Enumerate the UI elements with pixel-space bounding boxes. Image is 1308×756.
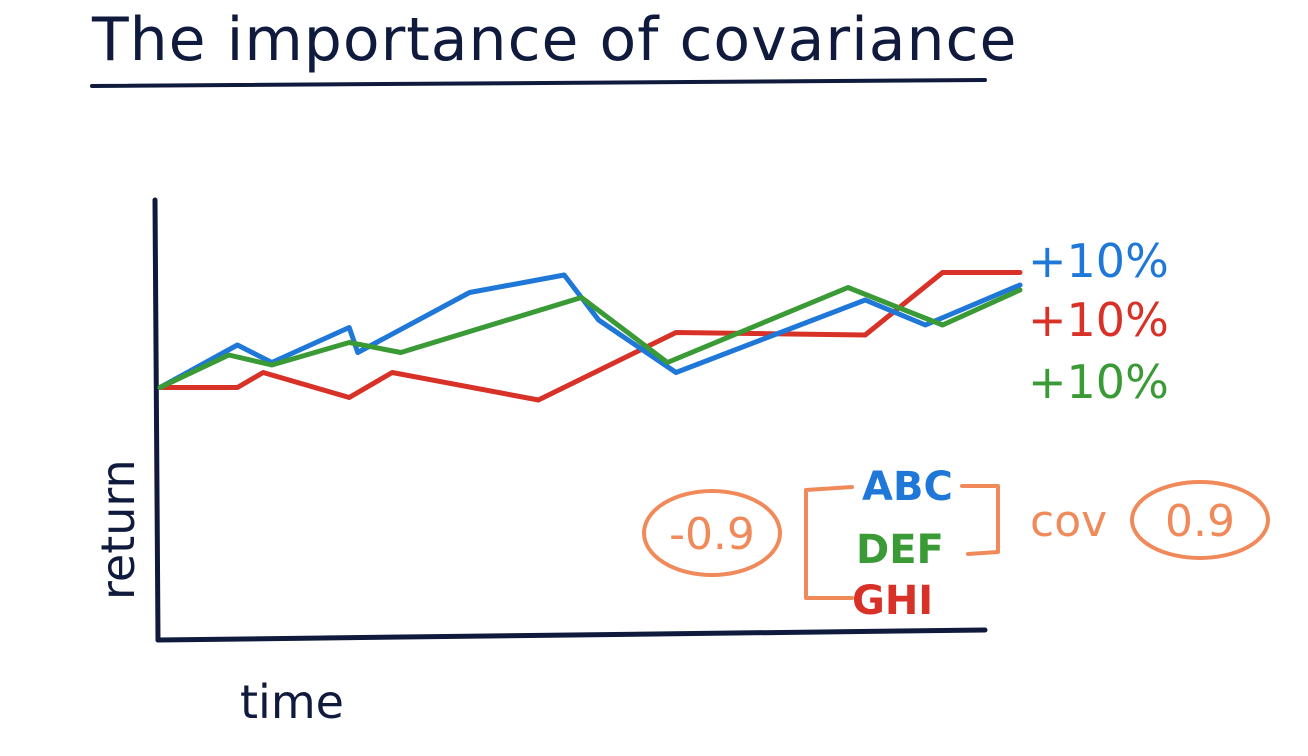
ticker-label-abc: ABC	[862, 464, 953, 510]
ticker-label-ghi: GHI	[852, 578, 933, 624]
chart-title: The importance of covariance	[91, 5, 1017, 75]
x-axis	[155, 627, 988, 643]
positive-cov-circle	[1130, 480, 1270, 560]
bracket-left-abc-ghi	[804, 485, 854, 600]
end-label-ghi: +10%	[1028, 293, 1169, 347]
series-layer	[157, 270, 1023, 403]
positive-cov-value: 0.9	[1165, 496, 1235, 547]
series-line-def	[157, 285, 1023, 390]
cov-label: cov	[1030, 496, 1107, 547]
title-underline	[90, 78, 987, 88]
y-axis	[152, 197, 161, 643]
x-axis-label: time	[240, 675, 344, 729]
negative-cov-circle	[642, 489, 782, 577]
negative-cov-value: -0.9	[669, 509, 755, 560]
y-axis-label: return	[91, 459, 145, 600]
series-line-ghi	[157, 270, 1023, 403]
bracket-right-abc-def	[960, 484, 1000, 556]
series-line-abc	[157, 272, 1023, 390]
end-label-def: +10%	[1028, 355, 1169, 409]
ticker-label-def: DEF	[856, 527, 944, 573]
end-label-abc: +10%	[1028, 234, 1169, 288]
